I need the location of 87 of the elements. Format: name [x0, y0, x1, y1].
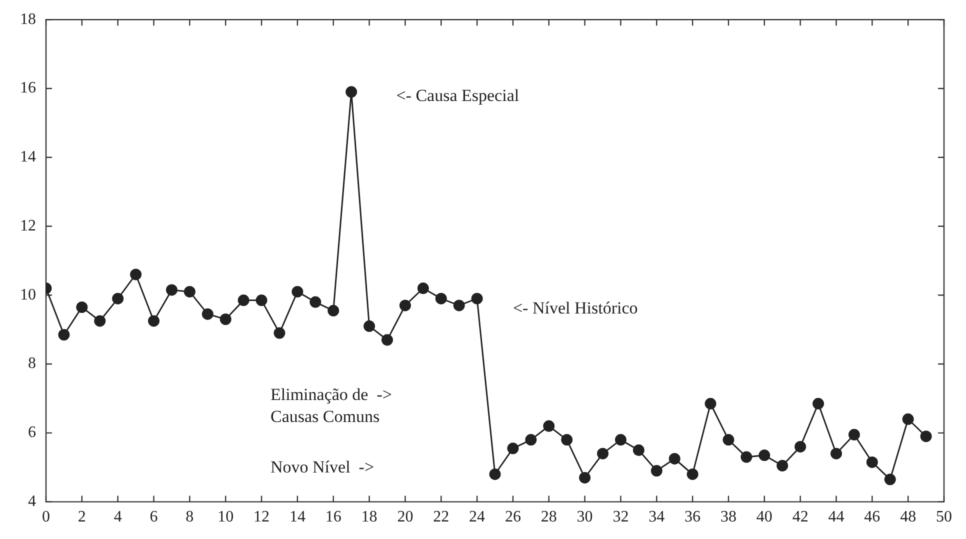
point [686, 468, 698, 480]
point [346, 86, 358, 98]
y-tick-label: 8 [28, 355, 36, 372]
point [614, 434, 626, 446]
annotation: <- Causa Especial [396, 86, 520, 106]
point [543, 420, 555, 432]
x-tick-label: 10 [218, 508, 234, 526]
point [58, 329, 70, 340]
x-tick-label: 48 [900, 508, 916, 526]
point [148, 315, 160, 327]
x-tick-label: 16 [325, 508, 342, 526]
point [399, 300, 411, 312]
point [166, 284, 178, 296]
y-tick-label: 16 [20, 80, 36, 97]
x-tick-label: 46 [864, 508, 880, 526]
x-tick-label: 4 [114, 508, 122, 526]
y-tick-label: 4 [28, 493, 36, 510]
x-tick-label: 50 [936, 508, 952, 526]
point [292, 286, 304, 298]
point [471, 292, 483, 304]
point [722, 434, 734, 446]
point [525, 434, 537, 446]
point [202, 308, 214, 320]
point [364, 320, 376, 332]
y-tick-label: 6 [28, 424, 36, 442]
point [902, 413, 914, 425]
x-tick-label: 28 [540, 508, 557, 526]
x-tick-label: 22 [433, 508, 450, 526]
point [238, 294, 250, 306]
point [920, 430, 932, 442]
point [561, 434, 573, 446]
annotation: <- Nível Histórico [512, 298, 638, 318]
point [435, 292, 447, 304]
x-tick-label: 40 [756, 508, 772, 526]
point [668, 452, 680, 464]
point [848, 428, 860, 440]
point [794, 440, 806, 452]
y-tick-label: 18 [20, 10, 36, 28]
x-tick-label: 20 [397, 508, 414, 526]
x-tick-label: 32 [612, 508, 629, 526]
point [256, 294, 268, 306]
y-tick-label: 14 [20, 148, 36, 166]
x-tick-label: 12 [254, 508, 270, 526]
point [417, 282, 429, 294]
point [597, 448, 609, 460]
point [740, 451, 752, 463]
x-tick-label: 14 [289, 508, 306, 526]
x-tick-label: 36 [684, 508, 701, 526]
x-tick-label: 26 [504, 508, 521, 526]
x-tick-label: 0 [42, 508, 50, 526]
point [632, 444, 644, 456]
x-tick-label: 44 [828, 508, 844, 526]
point [94, 315, 106, 327]
point [830, 448, 842, 460]
x-tick-label: 2 [78, 508, 86, 526]
point [453, 300, 465, 312]
x-tick-label: 42 [792, 508, 808, 526]
point [328, 304, 340, 316]
point [112, 292, 124, 304]
point [184, 286, 196, 298]
point [220, 314, 232, 326]
x-tick-label: 18 [361, 508, 378, 526]
x-tick-label: 38 [720, 508, 736, 526]
point [704, 398, 716, 410]
x-tick-label: 8 [186, 508, 194, 526]
point [812, 398, 824, 410]
point [130, 268, 142, 280]
point [381, 334, 393, 346]
point [274, 327, 286, 339]
point [758, 450, 770, 462]
x-tick-label: 24 [469, 508, 486, 526]
point [76, 301, 88, 313]
x-tick-label: 6 [150, 508, 158, 526]
point [507, 442, 519, 454]
y-tick-label: 10 [20, 286, 36, 304]
point [650, 465, 662, 477]
point [579, 472, 591, 484]
y-tick-label: 12 [20, 217, 36, 234]
x-tick-label: 30 [576, 508, 593, 526]
point [776, 460, 788, 472]
point [866, 456, 878, 468]
annotation: Eliminação de -> Causas Comuns [270, 385, 392, 426]
x-tick-label: 34 [648, 508, 665, 526]
point [310, 296, 322, 308]
point [884, 474, 896, 486]
point [489, 468, 501, 480]
annotation: Novo Nível -> [270, 458, 374, 477]
